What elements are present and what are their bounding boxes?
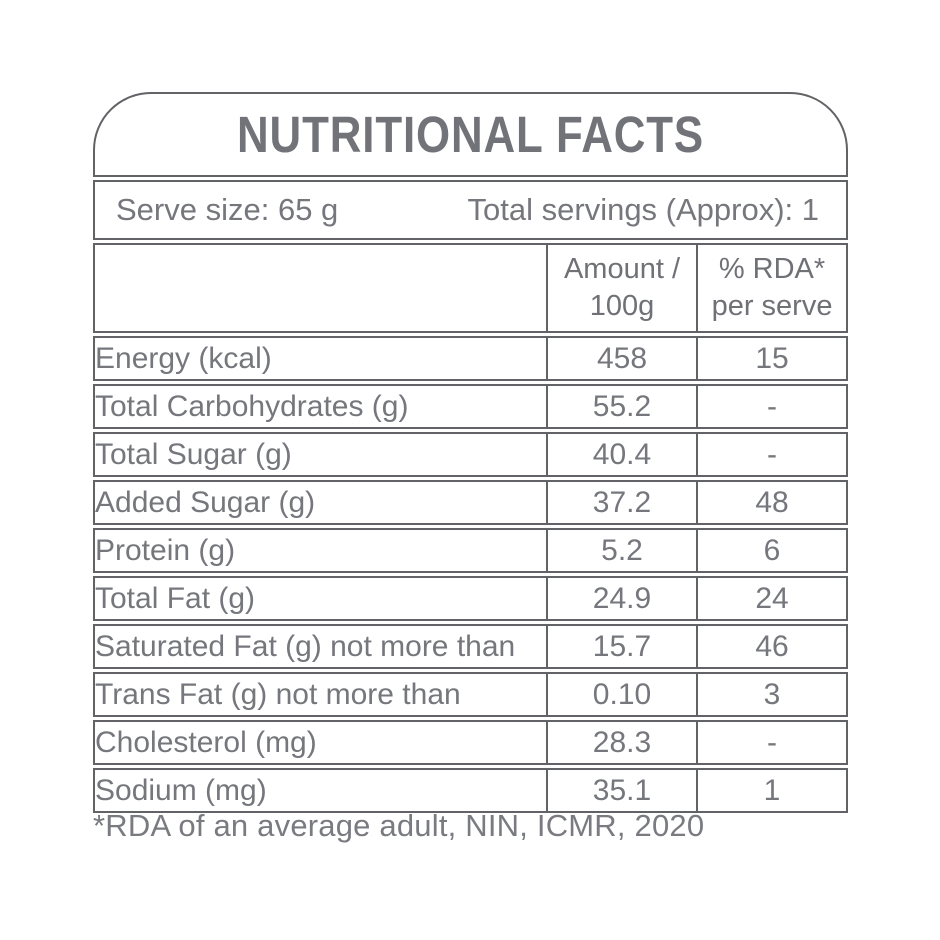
row-rda: - bbox=[698, 432, 849, 477]
column-header-amount: Amount / 100g bbox=[548, 243, 698, 333]
table-row: Total Fat (g) 24.9 24 bbox=[93, 576, 849, 621]
serving-info-cell: Serve size: 65 g Total servings (Approx)… bbox=[93, 180, 849, 240]
row-label: Total Sugar (g) bbox=[93, 432, 548, 477]
row-amount: 55.2 bbox=[548, 384, 698, 429]
nutrition-facts-table: NUTRITIONAL FACTS Serve size: 65 g Total… bbox=[93, 89, 849, 816]
row-amount: 458 bbox=[548, 336, 698, 381]
row-rda: 3 bbox=[698, 672, 849, 717]
row-amount: 35.1 bbox=[548, 768, 698, 813]
row-label: Saturated Fat (g) not more than bbox=[93, 624, 548, 669]
nutrition-facts-card: NUTRITIONAL FACTS Serve size: 65 g Total… bbox=[93, 89, 849, 816]
rda-footnote: *RDA of an average adult, NIN, ICMR, 202… bbox=[93, 808, 705, 843]
row-amount: 37.2 bbox=[548, 480, 698, 525]
table-row: Total Sugar (g) 40.4 - bbox=[93, 432, 849, 477]
row-amount: 0.10 bbox=[548, 672, 698, 717]
row-rda: 48 bbox=[698, 480, 849, 525]
serve-size-text: Serve size: 65 g bbox=[116, 192, 339, 227]
table-row: Protein (g) 5.2 6 bbox=[93, 528, 849, 573]
row-label: Trans Fat (g) not more than bbox=[93, 672, 548, 717]
row-label: Total Fat (g) bbox=[93, 576, 548, 621]
serving-info: Serve size: 65 g Total servings (Approx)… bbox=[95, 192, 846, 228]
row-amount: 24.9 bbox=[548, 576, 698, 621]
row-label: Total Carbohydrates (g) bbox=[93, 384, 548, 429]
row-rda: - bbox=[698, 384, 849, 429]
column-header-nutrient bbox=[93, 243, 548, 333]
row-rda: 6 bbox=[698, 528, 849, 573]
row-rda: 15 bbox=[698, 336, 849, 381]
serving-info-row: Serve size: 65 g Total servings (Approx)… bbox=[93, 180, 849, 240]
column-header-amount-line1: Amount / bbox=[563, 253, 681, 285]
row-rda: 24 bbox=[698, 576, 849, 621]
page-title: NUTRITIONAL FACTS bbox=[236, 106, 705, 163]
column-header-amount-line2: 100g bbox=[589, 290, 655, 322]
table-row: Energy (kcal) 458 15 bbox=[93, 336, 849, 381]
row-amount: 5.2 bbox=[548, 528, 698, 573]
row-rda: 46 bbox=[698, 624, 849, 669]
row-rda: - bbox=[698, 720, 849, 765]
title-row: NUTRITIONAL FACTS bbox=[93, 92, 849, 177]
column-header-rda-line2: per serve bbox=[711, 290, 833, 322]
column-header-rda-line1: % RDA* bbox=[718, 253, 826, 285]
title-cell: NUTRITIONAL FACTS bbox=[93, 92, 849, 177]
row-label: Added Sugar (g) bbox=[93, 480, 548, 525]
row-label: Cholesterol (mg) bbox=[93, 720, 548, 765]
table-row: Sodium (mg) 35.1 1 bbox=[93, 768, 849, 813]
row-label: Energy (kcal) bbox=[93, 336, 548, 381]
table-row: Saturated Fat (g) not more than 15.7 46 bbox=[93, 624, 849, 669]
row-label: Protein (g) bbox=[93, 528, 548, 573]
row-rda: 1 bbox=[698, 768, 849, 813]
table-row: Total Carbohydrates (g) 55.2 - bbox=[93, 384, 849, 429]
table-row: Trans Fat (g) not more than 0.10 3 bbox=[93, 672, 849, 717]
row-label: Sodium (mg) bbox=[93, 768, 548, 813]
row-amount: 40.4 bbox=[548, 432, 698, 477]
column-header-row: Amount / 100g % RDA* per serve bbox=[93, 243, 849, 333]
table-row: Added Sugar (g) 37.2 48 bbox=[93, 480, 849, 525]
row-amount: 15.7 bbox=[548, 624, 698, 669]
row-amount: 28.3 bbox=[548, 720, 698, 765]
column-header-rda: % RDA* per serve bbox=[698, 243, 849, 333]
table-row: Cholesterol (mg) 28.3 - bbox=[93, 720, 849, 765]
total-servings-text: Total servings (Approx): 1 bbox=[467, 192, 820, 227]
